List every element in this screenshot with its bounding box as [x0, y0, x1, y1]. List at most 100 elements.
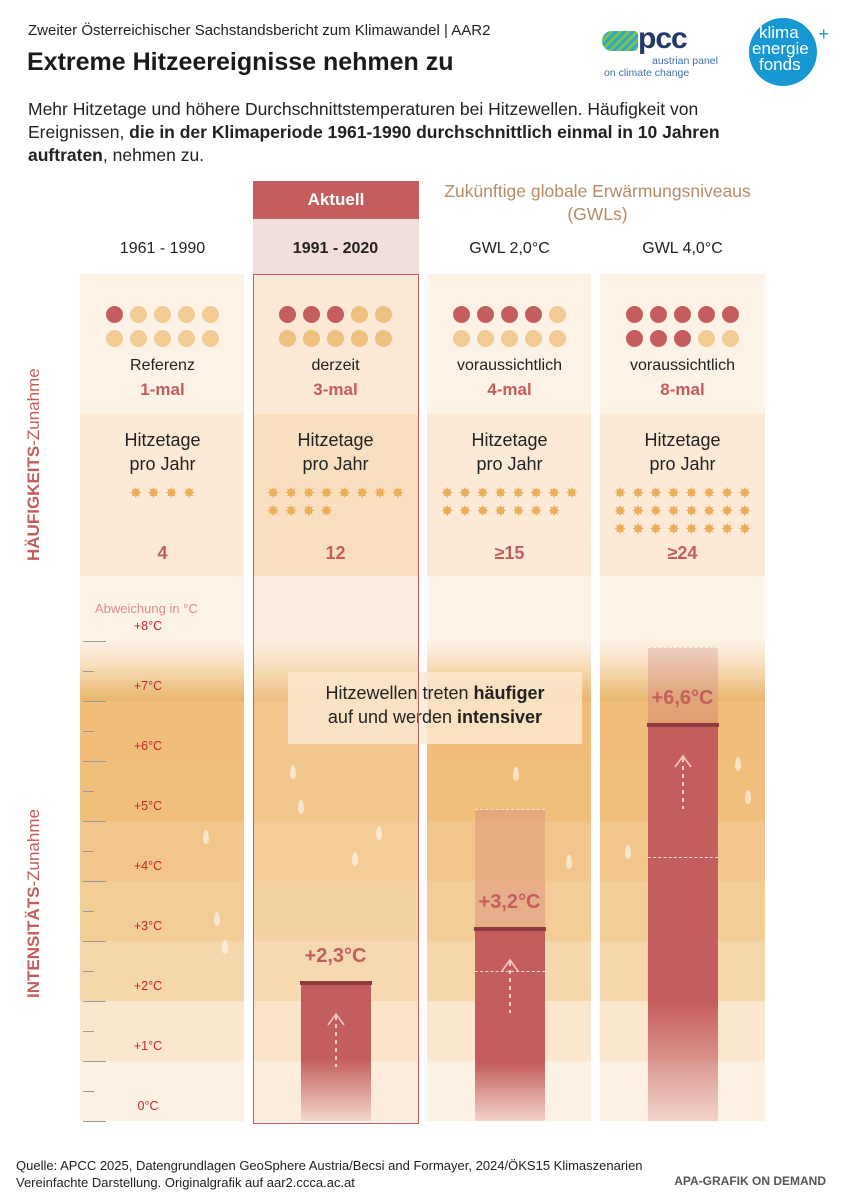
frequency-dot-empty	[279, 330, 296, 347]
frequency-dot-filled	[650, 330, 667, 347]
sun-icon: ✸	[440, 485, 454, 502]
intro-plain-2: , nehmen zu.	[102, 145, 205, 165]
sun-icon: ✸	[284, 503, 298, 520]
frequency-dot-empty	[549, 330, 566, 347]
y-tick-minor	[83, 731, 94, 732]
y-tick-major	[83, 821, 106, 822]
frequency-value: 4-mal	[487, 380, 532, 399]
frequency-dot-filled	[501, 306, 518, 323]
y-tick-major	[83, 701, 106, 702]
intro-plain-1: Mehr Hitzetage und höhere Durchschnittst…	[28, 99, 699, 142]
apcc-mark-icon	[602, 31, 638, 51]
y-tick-label: +6°C	[133, 739, 163, 753]
frequency-dot-empty	[106, 330, 123, 347]
sweat-drop-icon	[745, 790, 751, 804]
sun-icon: ✸	[547, 485, 561, 502]
y-tick-minor	[83, 971, 94, 972]
y-tick-label: +8°C	[133, 619, 163, 633]
y-tick-major	[83, 1061, 106, 1062]
frequency-label-rest: -Zunahme	[24, 368, 43, 446]
frequency-dot-empty	[698, 330, 715, 347]
frequency-dot-filled	[722, 306, 739, 323]
frequency-dot-empty	[327, 330, 344, 347]
apcc-logo-line1: austrian panel	[652, 55, 718, 67]
bar-value-marker	[646, 723, 719, 727]
callout-plain-2: auf und werden	[327, 707, 458, 727]
intro-text: Mehr Hitzetage und höhere Durchschnittst…	[28, 98, 788, 167]
frequency-dot-empty	[154, 306, 171, 323]
heatdays-label: Hitzetage pro Jahr	[297, 430, 374, 474]
up-arrow-icon	[326, 1011, 346, 1071]
heatday-stars: ✸ ✸ ✸ ✸ ✸ ✸ ✸ ✸ ✸ ✸ ✸ ✸	[264, 486, 406, 520]
range-lower-line	[647, 857, 718, 858]
y-tick-minor	[83, 671, 94, 672]
page-title: Extreme Hitzeereignisse nehmen zu	[27, 48, 454, 76]
sun-icon: ✸	[702, 521, 716, 538]
heatdays-value: 4	[157, 543, 168, 563]
heatdays-value: ≥24	[667, 543, 698, 563]
frequency-dot-empty	[303, 330, 320, 347]
y-tick-label: +1°C	[133, 1039, 163, 1053]
sweat-drop-icon	[214, 912, 220, 926]
sun-icon: ✸	[182, 485, 196, 502]
sun-icon: ✸	[631, 503, 645, 520]
sun-icon: ✸	[320, 485, 333, 502]
frequency-dot-empty	[525, 330, 542, 347]
sun-icon: ✸	[649, 521, 663, 538]
frequency-dot-empty	[154, 330, 171, 347]
sun-icon: ✸	[476, 503, 490, 520]
kef-line3: fonds	[759, 55, 801, 74]
callout-plain-1: Hitzewellen treten	[325, 683, 474, 703]
frequency-dot-empty	[477, 330, 494, 347]
heatday-stars: ✸ ✸ ✸ ✸ ✸ ✸ ✸ ✸ ✸ ✸ ✸ ✸ ✸ ✸ ✸ ✸ ✸ ✸ ✸ ✸ ✸ ✸ ✸ ✸	[611, 486, 753, 538]
range-upper-line	[647, 647, 718, 648]
y-tick-label: +4°C	[133, 859, 163, 873]
apcc-logo: pcc austrian panel on climate change	[598, 22, 738, 79]
sweat-drop-icon	[298, 800, 304, 814]
intensity-label-rest: -Zunahme	[24, 809, 43, 887]
sun-icon: ✸	[266, 503, 280, 520]
intensity-value-label: +3,2°C	[478, 891, 541, 913]
sun-icon: ✸	[649, 485, 663, 502]
source-text: Quelle: APCC 2025, Datengrundlagen GeoSp…	[16, 1158, 643, 1173]
intensity-axis-label: INTENSITÄTS-Zunahme	[24, 809, 44, 998]
sun-icon: ✸	[338, 485, 351, 502]
aktuell-column-highlight	[253, 274, 419, 1124]
sun-icon: ✸	[685, 521, 698, 538]
sun-icon: ✸	[476, 485, 490, 502]
sun-icon: ✸	[613, 485, 627, 502]
sun-icon: ✸	[685, 485, 698, 502]
sun-icon: ✸	[494, 503, 507, 520]
frequency-dot-filled	[279, 306, 296, 323]
category-label: 1991 - 2020	[292, 240, 379, 257]
frequency-dot-empty	[453, 330, 470, 347]
frequency-dot-empty	[130, 330, 147, 347]
heatdays-label: Hitzetage pro Jahr	[471, 430, 548, 474]
category-label: 1961 - 1990	[119, 240, 206, 257]
bar-value-marker	[299, 981, 372, 985]
sun-icon: ✸	[458, 503, 472, 520]
frequency-label: voraussichtlich	[630, 357, 735, 374]
frequency-dot-empty	[549, 306, 566, 323]
frequency-dot-filled	[698, 306, 715, 323]
sun-icon: ✸	[355, 485, 369, 502]
up-arrow-icon	[500, 957, 520, 1017]
frequency-dot-filled	[650, 306, 667, 323]
sun-icon: ✸	[667, 485, 680, 502]
y-tick-major	[83, 1001, 106, 1002]
y-tick-label: +7°C	[133, 679, 163, 693]
y-tick-minor	[83, 791, 94, 792]
frequency-dot-empty	[130, 306, 147, 323]
callout-bold-1: häufiger	[473, 683, 545, 703]
callout-box: Hitzewellen treten häufiger auf und werd…	[288, 672, 582, 744]
column-separator	[244, 274, 253, 1124]
sun-icon: ✸	[631, 521, 645, 538]
sun-icon: ✸	[738, 485, 752, 502]
frequency-dot-filled	[674, 306, 691, 323]
y-tick-major	[83, 1121, 106, 1122]
frequency-dot-empty	[375, 306, 392, 323]
future-gwl-title: Zukünftige globale Erwärmungsniveaus (GW…	[444, 181, 751, 224]
sweat-drop-icon	[625, 845, 631, 859]
sun-icon: ✸	[649, 503, 663, 520]
y-tick-major	[83, 881, 106, 882]
